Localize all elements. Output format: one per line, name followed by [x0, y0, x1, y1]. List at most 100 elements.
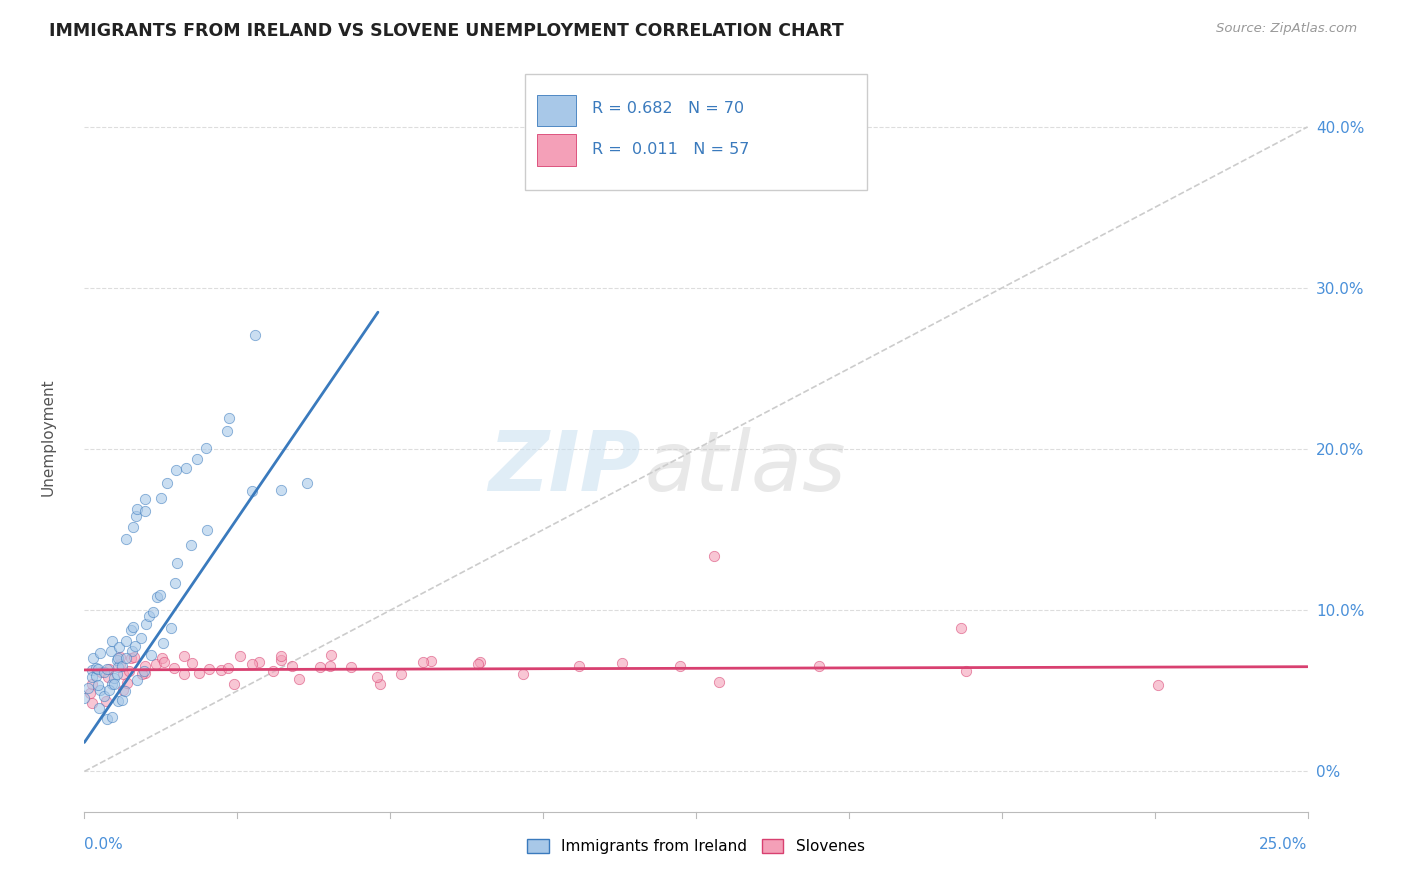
Point	[100, 676, 122, 690]
Point	[125, 509, 148, 524]
Point	[610, 656, 633, 670]
Point	[108, 640, 131, 654]
Point	[188, 665, 211, 680]
Point	[134, 504, 156, 518]
Point	[368, 677, 391, 691]
Text: 25.0%: 25.0%	[1260, 837, 1308, 852]
Point	[145, 657, 167, 672]
Point	[249, 655, 271, 669]
Point	[181, 656, 204, 670]
Point	[97, 670, 120, 684]
Text: IMMIGRANTS FROM IRELAND VS SLOVENE UNEMPLOYMENT CORRELATION CHART: IMMIGRANTS FROM IRELAND VS SLOVENE UNEMP…	[49, 22, 844, 40]
Point	[134, 491, 156, 506]
Point	[107, 694, 129, 708]
Point	[93, 665, 115, 680]
Point	[270, 653, 292, 667]
Point	[114, 634, 136, 648]
Point	[165, 575, 187, 590]
Point	[217, 661, 239, 675]
Point	[80, 677, 103, 691]
Text: Source: ZipAtlas.com: Source: ZipAtlas.com	[1216, 22, 1357, 36]
Point	[156, 476, 179, 491]
Point	[108, 657, 131, 672]
Point	[270, 483, 292, 498]
Point	[163, 661, 186, 675]
Point	[194, 441, 217, 455]
Point	[82, 697, 104, 711]
Text: ZIP: ZIP	[488, 426, 641, 508]
Point	[468, 656, 491, 670]
Point	[120, 651, 142, 665]
Point	[103, 671, 125, 685]
Point	[707, 675, 730, 690]
Point	[84, 661, 107, 675]
Point	[412, 655, 434, 669]
Point	[82, 663, 104, 677]
Point	[135, 616, 157, 631]
Point	[107, 652, 129, 666]
Point	[111, 692, 134, 706]
Point	[195, 524, 218, 538]
Point	[240, 657, 263, 671]
Point	[512, 667, 534, 681]
Text: Unemployment: Unemployment	[41, 378, 55, 496]
Point	[165, 463, 187, 477]
Point	[114, 683, 136, 698]
Text: 0.0%: 0.0%	[84, 837, 124, 852]
Point	[240, 484, 263, 499]
Point	[173, 648, 195, 663]
Point	[121, 644, 143, 658]
Text: R = 0.682   N = 70: R = 0.682 N = 70	[592, 102, 744, 116]
Point	[218, 411, 240, 425]
Text: atlas: atlas	[644, 426, 846, 508]
Point	[568, 659, 591, 673]
Point	[243, 328, 266, 343]
Point	[122, 650, 145, 665]
Point	[309, 660, 332, 674]
Point	[96, 712, 118, 726]
Point	[115, 676, 138, 690]
Point	[146, 590, 169, 604]
Point	[111, 683, 134, 698]
Point	[131, 632, 153, 646]
Point	[180, 538, 202, 552]
Point	[120, 624, 142, 638]
Point	[229, 649, 252, 664]
Point	[111, 667, 134, 681]
Point	[94, 694, 117, 708]
Point	[114, 532, 136, 546]
Point	[152, 636, 174, 650]
Point	[262, 664, 284, 678]
Point	[110, 650, 132, 665]
Point	[82, 651, 104, 665]
Point	[77, 681, 100, 695]
Point	[125, 673, 148, 688]
Point	[131, 667, 153, 681]
Point	[150, 651, 173, 665]
Point	[134, 665, 156, 680]
Point	[295, 476, 318, 491]
Point	[89, 646, 111, 660]
Point	[107, 666, 129, 681]
Point	[318, 659, 340, 673]
Point	[103, 677, 125, 691]
Point	[366, 669, 388, 683]
Point	[89, 683, 111, 698]
Point	[93, 690, 115, 704]
Point	[281, 658, 304, 673]
Bar	[537, 135, 576, 166]
Point	[209, 664, 232, 678]
Point	[287, 672, 309, 686]
Point	[101, 710, 124, 724]
Point	[134, 659, 156, 673]
Point	[118, 664, 141, 678]
Point	[174, 461, 197, 475]
Point	[87, 701, 110, 715]
Point	[121, 520, 143, 534]
Point	[142, 605, 165, 619]
Point	[668, 659, 690, 673]
Point	[98, 662, 121, 676]
Point	[807, 658, 830, 673]
FancyBboxPatch shape	[524, 74, 868, 190]
Point	[703, 549, 725, 564]
